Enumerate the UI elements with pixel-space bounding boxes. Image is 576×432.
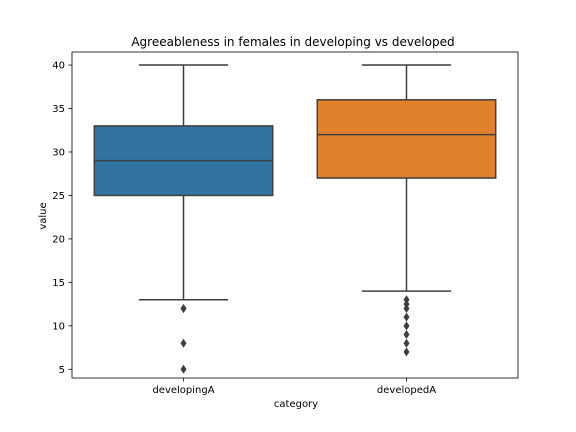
y-tick-label: 40 [52, 61, 65, 72]
y-tick-label: 20 [52, 234, 65, 245]
outlier-point [403, 303, 410, 313]
chart-title: Agreeableness in females in developing v… [131, 35, 454, 49]
outlier-point [403, 312, 410, 322]
outlier-point [180, 303, 187, 313]
y-tick-label: 30 [52, 147, 65, 158]
outlier-point [180, 338, 187, 348]
x-tick-label: developedA [377, 385, 436, 396]
y-tick-label: 25 [52, 191, 65, 202]
y-tick-label: 15 [52, 278, 65, 289]
x-tick-label: developingA [152, 385, 214, 396]
x-axis-label: category [274, 399, 318, 410]
y-tick-label: 10 [52, 321, 65, 332]
box-iqr [316, 99, 497, 179]
plot-frame [71, 51, 519, 379]
y-tick-label: 5 [59, 365, 65, 376]
y-axis-label: value [38, 202, 49, 229]
outlier-point [403, 347, 410, 357]
outlier-point [403, 338, 410, 348]
y-tick-label: 35 [52, 104, 65, 115]
outlier-point [180, 364, 187, 374]
outlier-point [403, 321, 410, 331]
plot-area: 5 10 15 20 25 30 35 40 developingA developedA [52, 51, 519, 396]
outlier-point [403, 330, 410, 340]
